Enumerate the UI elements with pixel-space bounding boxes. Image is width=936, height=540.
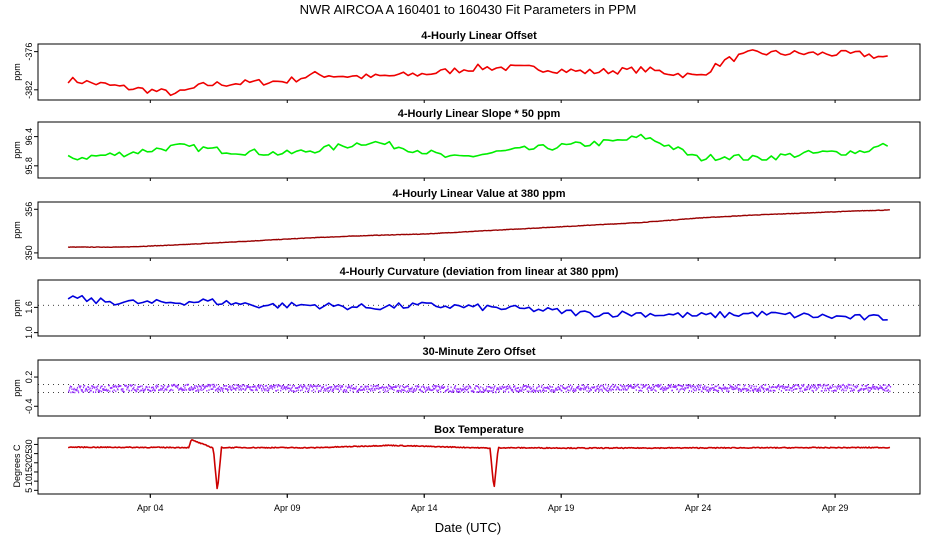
y-tick-label: 356 [24, 202, 34, 217]
y-axis-label: ppm [12, 299, 22, 317]
y-axis-label: ppm [12, 221, 22, 239]
x-tick-label: Apr 24 [685, 503, 712, 513]
series-line [67, 439, 891, 490]
y-tick-label: 350 [24, 245, 34, 260]
panel-2-frame [37, 121, 921, 179]
panel-3-frame [37, 201, 921, 259]
x-axis: Apr 04 Apr 09 Apr 14 Apr 19 Apr 24 Apr 29 [137, 100, 848, 513]
panel-2: 4-Hourly Linear Slope * 50 ppm 96.4 95.8pp… [12, 108, 921, 179]
panel-4-frame [37, 279, 921, 337]
x-tick-label: Apr 19 [548, 503, 575, 513]
y-tick-label: 25 [24, 449, 34, 459]
y-tick-label: -0.4 [24, 399, 34, 415]
panel-6-frame [37, 437, 921, 495]
panel-2-title: 4-Hourly Linear Slope * 50 ppm [398, 108, 561, 120]
series-line [67, 133, 889, 162]
y-tick-label: 15 [24, 467, 34, 477]
series-line [67, 49, 888, 97]
y-axis-label: ppm [12, 63, 22, 81]
x-tick-label: Apr 29 [822, 503, 849, 513]
series-points [68, 383, 892, 394]
y-tick-label: 20 [24, 458, 34, 468]
x-axis-label: Date (UTC) [435, 520, 501, 535]
series-line [67, 294, 888, 321]
y-axis-label: ppm [12, 379, 22, 397]
y-tick-label: 10 [24, 476, 34, 486]
y-axis-label: ppm [12, 141, 22, 159]
x-tick-label: Apr 09 [274, 503, 301, 513]
panel-1-frame [37, 43, 921, 101]
panel-5-title: 30-Minute Zero Offset [422, 346, 535, 358]
panel-4-title: 4-Hourly Curvature (deviation from linea… [340, 266, 619, 278]
y-tick-label: 95.8 [24, 157, 34, 175]
panel-4: 4-Hourly Curvature (deviation from linea… [12, 266, 921, 339]
panels: 4-Hourly Linear Offset-376-382ppm4-Hourl… [12, 30, 921, 495]
y-tick-label: 96.4 [24, 128, 34, 146]
panel-5-frame [37, 359, 921, 417]
panel-3-title: 4-Hourly Linear Value at 380 ppm [392, 188, 565, 200]
y-tick-label: 0.2 [24, 371, 34, 384]
panel-6-title: Box Temperature [434, 424, 524, 436]
panel-1-title: 4-Hourly Linear Offset [421, 30, 537, 42]
panel-3: 4-Hourly Linear Value at 380 ppm 356 350pp… [12, 188, 921, 260]
figure-title: NWR AIRCOA A 160401 to 160430 Fit Parame… [300, 2, 637, 17]
y-axis-label: Degrees C [12, 444, 22, 488]
y-tick-label: 30 [24, 439, 34, 449]
series-line [67, 209, 890, 248]
x-tick-label: Apr 04 [137, 503, 164, 513]
y-tick-label: -376 [24, 43, 34, 61]
y-tick-label: 1.6 [24, 301, 34, 314]
y-tick-label: 5 [24, 488, 34, 493]
y-tick-label: -382 [24, 81, 34, 99]
y-tick-label: 1.0 [24, 326, 34, 339]
x-tick-label: Apr 14 [411, 503, 438, 513]
